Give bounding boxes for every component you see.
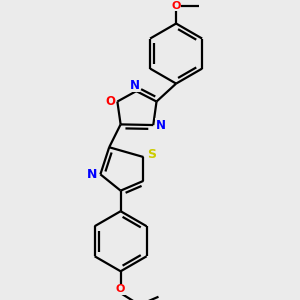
Text: O: O bbox=[171, 1, 181, 10]
Text: O: O bbox=[105, 95, 115, 108]
Text: S: S bbox=[147, 148, 156, 161]
Text: N: N bbox=[155, 118, 165, 131]
Text: O: O bbox=[116, 284, 125, 294]
Text: N: N bbox=[87, 168, 98, 181]
Text: N: N bbox=[130, 79, 140, 92]
